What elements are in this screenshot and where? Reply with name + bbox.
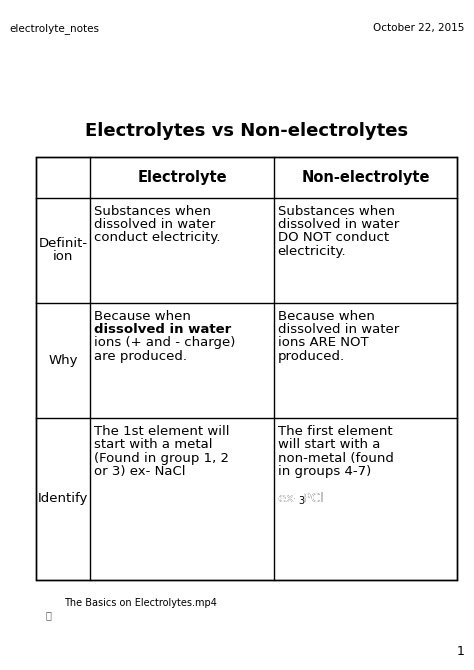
Text: start with a metal: start with a metal (94, 438, 213, 452)
Text: 📎: 📎 (45, 610, 51, 620)
Text: ex- PCl: ex- PCl (278, 492, 324, 505)
Text: 1: 1 (456, 645, 465, 658)
Text: Non-electrolyte: Non-electrolyte (301, 170, 430, 185)
Text: The Basics on Electrolytes.mp4: The Basics on Electrolytes.mp4 (64, 598, 217, 608)
Text: October 22, 2015: October 22, 2015 (373, 23, 465, 34)
Text: dissolved in water: dissolved in water (278, 323, 399, 336)
Text: 3: 3 (298, 496, 304, 506)
Text: The first element: The first element (278, 425, 392, 438)
Text: Because when: Because when (94, 310, 191, 322)
Text: DO NOT conduct: DO NOT conduct (278, 231, 389, 245)
Text: non-metal (found: non-metal (found (278, 452, 393, 465)
Text: will start with a: will start with a (278, 438, 380, 452)
Text: The 1st element will: The 1st element will (94, 425, 230, 438)
Text: conduct electricity.: conduct electricity. (94, 231, 221, 245)
Text: Because when: Because when (278, 310, 374, 322)
Text: ions ARE NOT: ions ARE NOT (278, 336, 368, 349)
Text: Substances when: Substances when (94, 204, 211, 218)
Text: ions (+ and - charge): ions (+ and - charge) (94, 336, 236, 349)
Text: or 3) ex- NaCl: or 3) ex- NaCl (94, 465, 186, 478)
Text: are produced.: are produced. (94, 350, 187, 362)
Bar (36, 157, 457, 580)
Text: dissolved in water: dissolved in water (94, 218, 216, 231)
Text: electrolyte_notes: electrolyte_notes (9, 23, 100, 34)
Text: in groups 4-7): in groups 4-7) (278, 465, 371, 478)
Text: ex- PCl: ex- PCl (278, 492, 324, 505)
Text: Definit-: Definit- (38, 237, 88, 250)
Text: dissolved in water: dissolved in water (94, 323, 231, 336)
Text: Electrolytes vs Non-electrolytes: Electrolytes vs Non-electrolytes (85, 122, 408, 139)
Text: ion: ion (53, 251, 73, 263)
Text: electricity.: electricity. (278, 245, 346, 258)
Text: Identify: Identify (38, 492, 88, 505)
Text: Why: Why (48, 354, 78, 367)
Text: dissolved in water: dissolved in water (278, 218, 399, 231)
Text: produced.: produced. (278, 350, 345, 362)
Text: Substances when: Substances when (278, 204, 395, 218)
Text: Electrolyte: Electrolyte (137, 170, 227, 185)
Text: (Found in group 1, 2: (Found in group 1, 2 (94, 452, 229, 465)
